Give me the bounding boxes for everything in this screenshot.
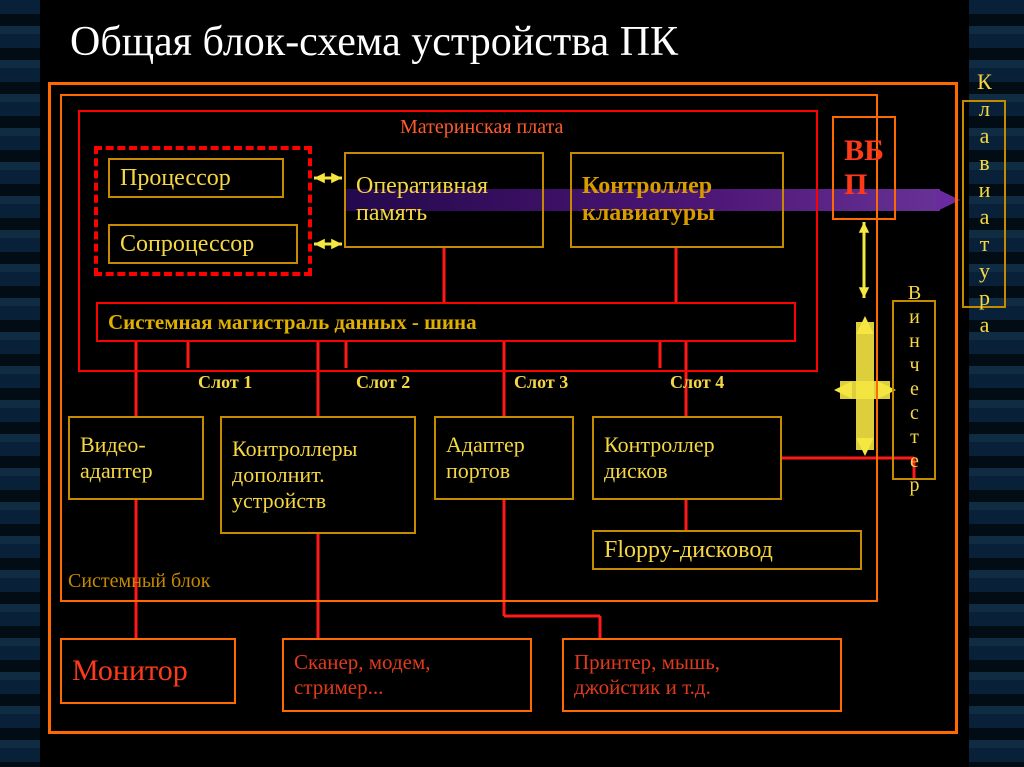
node-label-hdd: Винчестер	[903, 282, 926, 498]
node-coproc: Сопроцессор	[108, 224, 298, 264]
node-keyboard: Клавиатура	[962, 100, 1006, 308]
node-vbp: ВБ П	[832, 116, 896, 220]
node-floppy: Floppy-дисковод	[592, 530, 862, 570]
node-cpu: Процессор	[108, 158, 284, 198]
node-label-printer: Принтер, мышь, джойстик и т.д.	[574, 650, 720, 700]
node-ram: Оперативная память	[344, 152, 544, 248]
node-scanner: Сканер, модем, стример...	[282, 638, 532, 712]
node-extra: Контроллеры дополнит. устройств	[220, 416, 416, 534]
node-diskctrl: Контроллер дисков	[592, 416, 782, 500]
node-label-ports: Адаптер портов	[446, 432, 525, 484]
node-label-vbp: ВБ П	[844, 134, 884, 202]
node-hdd: Винчестер	[892, 300, 936, 480]
slot-label-2: Слот 2	[356, 372, 410, 393]
bg-decor-left	[0, 0, 40, 767]
frame-label-motherboard: Материнская плата	[400, 116, 563, 139]
node-printer: Принтер, мышь, джойстик и т.д.	[562, 638, 842, 712]
diagram-stage: Общая блок-схема устройства ПК Системный …	[0, 0, 1024, 767]
node-label-bus: Системная магистраль данных - шина	[108, 310, 477, 335]
node-label-scanner: Сканер, модем, стример...	[294, 650, 431, 700]
node-label-kbctrl: Контроллер клавиатуры	[582, 173, 715, 227]
node-label-coproc: Сопроцессор	[120, 231, 254, 258]
frame-label-system_unit: Системный блок	[68, 570, 210, 593]
node-label-diskctrl: Контроллер дисков	[604, 432, 715, 484]
node-monitor: Монитор	[60, 638, 236, 704]
node-bus: Системная магистраль данных - шина	[96, 302, 796, 342]
slot-label-1: Слот 1	[198, 372, 252, 393]
node-label-keyboard: Клавиатура	[971, 69, 997, 339]
diagram-title: Общая блок-схема устройства ПК	[70, 18, 678, 66]
node-label-extra: Контроллеры дополнит. устройств	[232, 436, 357, 514]
node-label-monitor: Монитор	[72, 654, 188, 688]
node-label-video: Видео- адаптер	[80, 432, 153, 484]
node-ports: Адаптер портов	[434, 416, 574, 500]
node-label-floppy: Floppy-дисковод	[604, 537, 773, 564]
node-video: Видео- адаптер	[68, 416, 204, 500]
node-kbctrl: Контроллер клавиатуры	[570, 152, 784, 248]
slot-label-3: Слот 3	[514, 372, 568, 393]
node-label-cpu: Процессор	[120, 165, 231, 192]
node-label-ram: Оперативная память	[356, 173, 488, 227]
slot-label-4: Слот 4	[670, 372, 724, 393]
